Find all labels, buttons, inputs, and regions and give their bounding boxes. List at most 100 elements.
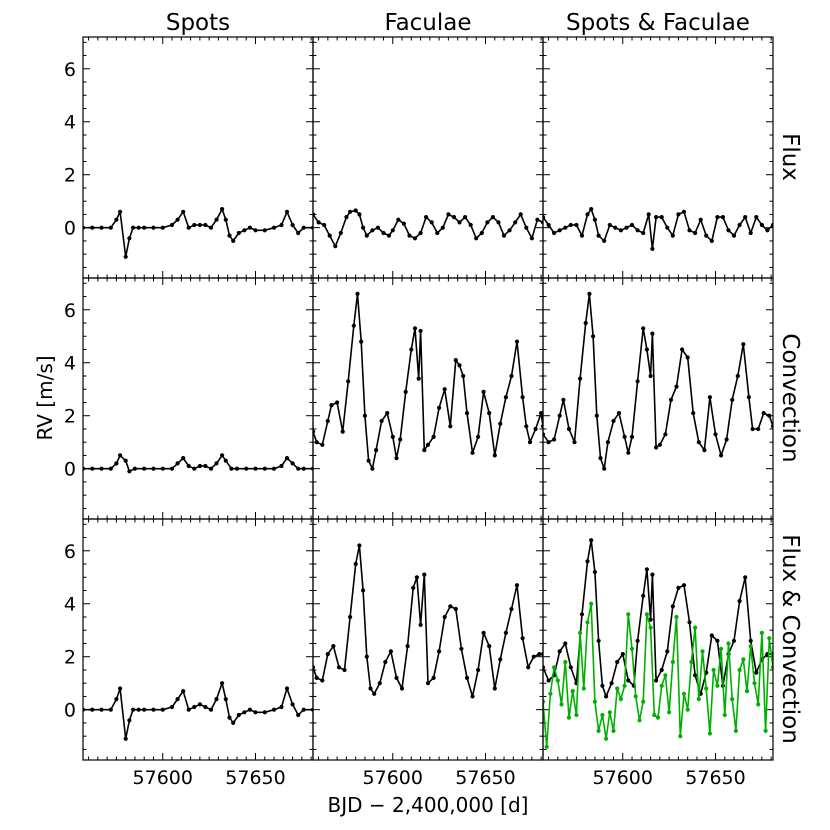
data-point-black [479,230,484,236]
data-point-black [411,585,416,591]
data-point-black [437,405,442,410]
data-point-black [231,720,236,726]
data-point-black [296,712,301,718]
data-point-black [513,220,518,225]
data-point-black [127,718,132,723]
data-point-black [635,379,640,384]
data-point-black [355,291,360,296]
data-point-black [468,222,473,228]
data-point-black [442,614,447,620]
data-point-green [696,697,701,702]
data-point-black [223,697,228,702]
data-point-black [492,686,497,691]
data-point-black [169,704,175,710]
data-point-black [442,387,447,392]
data-point-black [498,421,503,426]
data-point-black [448,604,453,609]
data-point-black [390,434,395,439]
data-point-black [331,644,336,649]
column-title-faculae: Faculae [384,10,471,36]
data-point-black [563,225,568,230]
data-point-black [663,432,668,437]
data-point-black [641,593,646,598]
data-point-black [253,466,258,471]
data-point-black [459,646,464,651]
data-point-black [698,217,703,222]
row-title-flux-convection: Flux & Convection [777,534,803,744]
data-point-black [203,463,208,469]
data-point-black [381,230,386,236]
data-point-black [602,238,607,243]
data-point-black [431,675,436,681]
data-point-black [681,209,687,214]
data-point-black [592,569,598,575]
data-point-green [578,630,583,636]
data-point-black [629,434,635,439]
data-point-black [123,736,128,741]
data-point-green [607,710,612,715]
data-point-black [99,466,104,471]
data-point-green [611,728,616,734]
data-point-black [524,225,529,230]
data-point-black [338,230,343,236]
data-point-green [618,697,624,702]
data-point-black [296,466,301,471]
data-point-black [279,704,284,710]
data-point-black [290,461,295,466]
data-point-black [596,638,601,643]
series-group [83,207,313,259]
data-point-black [668,397,674,402]
data-point-black [214,461,219,466]
data-point-black [114,217,119,222]
data-point-black [481,630,486,636]
data-point-black [566,426,572,432]
column-title-spots: Spots [166,10,230,36]
series-group [313,208,543,249]
data-point-green [744,689,750,694]
data-point-black [290,702,295,707]
data-point-black [561,397,566,402]
data-point-black [151,707,156,712]
data-point-black [247,225,252,230]
panel-frame [312,36,544,279]
data-point-black [470,694,475,699]
data-point-black [611,418,616,424]
data-point-black [557,413,562,418]
data-point-black [437,649,442,654]
data-point-black [353,208,358,213]
data-point-black [635,228,640,233]
data-point-black [409,347,414,352]
data-point-black [451,215,457,220]
panel-flux-faculae [312,36,544,279]
data-point-black [681,583,687,588]
data-point-black [503,395,508,400]
data-point-black [325,418,330,424]
data-point-black [546,440,551,445]
data-point-green [596,728,601,734]
data-point-black [685,355,690,360]
data-point-black [301,225,306,230]
data-point-black [754,670,759,675]
data-point-black [262,710,267,715]
data-point-black [592,217,598,222]
data-point-black [370,466,375,471]
data-point-black [509,606,514,612]
y-tick-label: 0 [64,459,76,481]
x-tick-label: 57600 [593,767,653,789]
data-point-black [496,220,501,225]
data-point-black [665,225,670,230]
data-point-green [678,734,683,739]
data-point-black [490,215,495,220]
data-point-black [242,710,247,715]
data-point-black [220,207,225,212]
data-point-black [399,686,405,691]
data-point-black [377,681,382,686]
data-point-black [524,424,529,429]
data-point-black [418,622,423,628]
data-point-green [670,659,675,665]
data-point-black [720,215,726,220]
data-point-black [296,230,301,236]
data-point-black [271,707,277,712]
data-point-black [414,575,419,580]
panel-flux-and-convection-faculae: 57600 57650 [312,518,544,789]
